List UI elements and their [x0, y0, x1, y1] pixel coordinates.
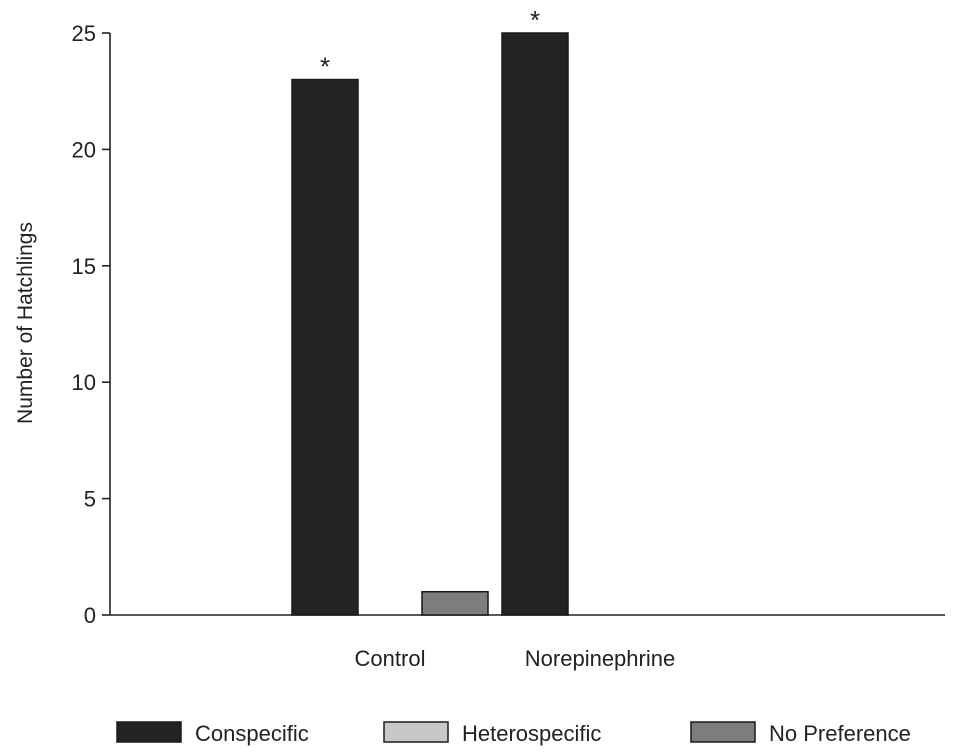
bar-conspecific: [501, 32, 569, 616]
y-axis: 0 5 10 15 20 25: [72, 21, 111, 628]
x-tick-label: Norepinephrine: [525, 646, 675, 671]
legend-swatch-heterospecific: [383, 721, 449, 743]
y-axis-label: Number of Hatchlings: [14, 222, 37, 424]
x-tick-label: Control: [355, 646, 426, 671]
y-tick-label: 15: [72, 254, 96, 279]
y-tick-label: 25: [72, 21, 96, 46]
x-axis: Control Norepinephrine: [110, 614, 945, 671]
bar-no-preference: [421, 590, 489, 616]
legend-label-heterospecific: Heterospecific: [462, 721, 601, 746]
bars: [291, 32, 569, 616]
y-tick-label: 20: [72, 137, 96, 162]
legend-label-no-preference: No Preference: [769, 721, 911, 746]
bar-conspecific: [291, 78, 359, 616]
y-tick-label: 5: [84, 487, 96, 512]
significance-marker: *: [320, 52, 330, 82]
legend: Conspecific Heterospecific No Preference: [116, 721, 911, 746]
y-tick-label: 10: [72, 370, 96, 395]
legend-swatch-no-preference: [690, 721, 756, 743]
legend-swatch-conspecific: [116, 721, 182, 743]
y-tick-label: 0: [84, 603, 96, 628]
significance-marker: *: [530, 5, 540, 35]
annotations: **: [320, 5, 540, 82]
legend-label-conspecific: Conspecific: [195, 721, 309, 746]
